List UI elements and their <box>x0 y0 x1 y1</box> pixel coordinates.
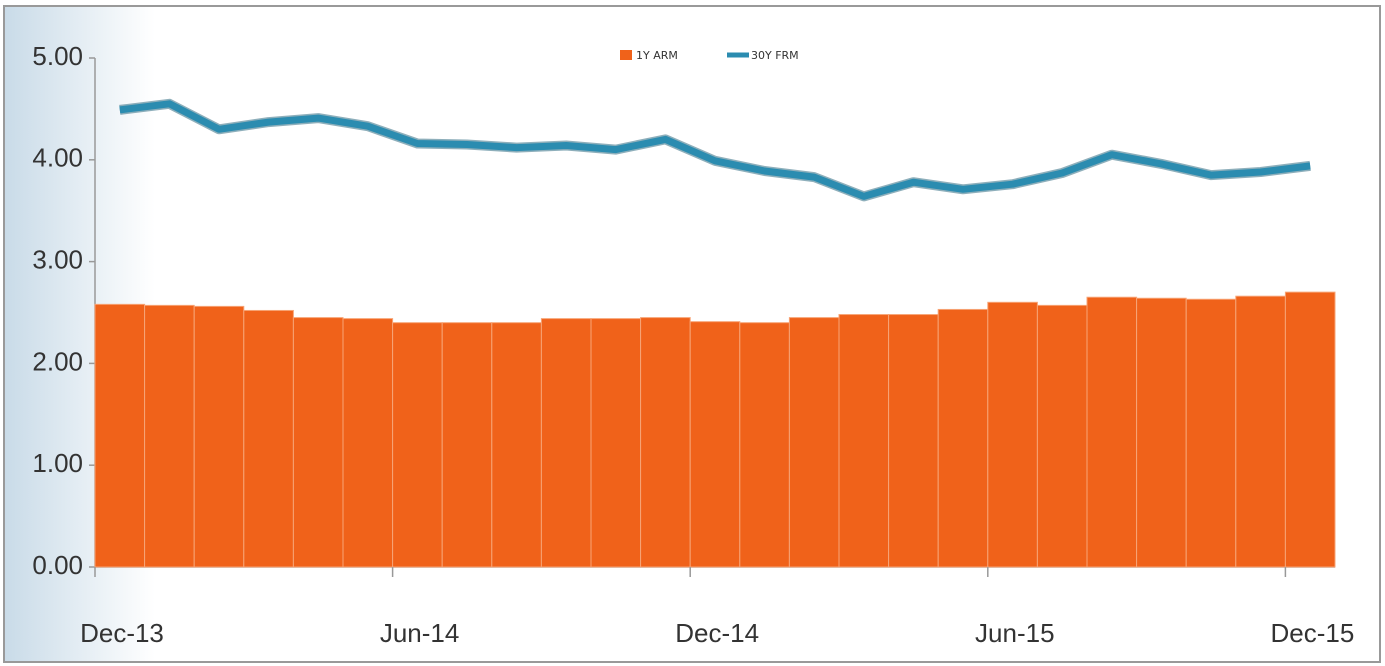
bar <box>937 308 989 568</box>
line <box>119 100 1311 200</box>
bar <box>243 309 294 568</box>
bar <box>987 301 1038 568</box>
bar <box>1235 295 1286 568</box>
bar <box>590 318 642 568</box>
bar <box>144 304 195 568</box>
x-tick-label: Jun-14 <box>380 618 460 648</box>
bar <box>392 322 443 568</box>
bar <box>94 303 146 568</box>
y-tick-label: 4.00 <box>32 143 83 173</box>
bar <box>193 305 245 568</box>
x-tick-label: Dec-13 <box>80 618 164 648</box>
y-tick-label: 1.00 <box>32 448 83 478</box>
bar <box>788 317 840 568</box>
bar <box>491 322 542 568</box>
bar <box>1086 296 1138 568</box>
bar <box>838 314 890 568</box>
bar <box>1185 298 1237 568</box>
y-tick-label: 2.00 <box>32 346 83 376</box>
legend-swatch <box>620 50 632 60</box>
bar <box>292 317 344 568</box>
y-tick-label: 5.00 <box>32 41 83 71</box>
x-tick-label: Dec-14 <box>675 618 759 648</box>
x-tick-label: Jun-15 <box>975 618 1055 648</box>
bar <box>1284 291 1336 568</box>
bar <box>342 318 394 568</box>
bar <box>1036 304 1088 568</box>
y-tick-label: 0.00 <box>32 550 83 580</box>
y-tick-label: 3.00 <box>32 244 83 274</box>
bar <box>689 321 741 568</box>
bar <box>640 317 691 568</box>
legend-text: 30Y FRM <box>751 49 799 62</box>
x-tick-label: Dec-15 <box>1270 618 1354 648</box>
legend-text: 1Y ARM <box>636 49 678 62</box>
bar <box>441 322 493 568</box>
bar <box>540 318 592 568</box>
bar <box>888 314 939 568</box>
bar <box>1136 297 1187 568</box>
bar <box>739 322 790 568</box>
